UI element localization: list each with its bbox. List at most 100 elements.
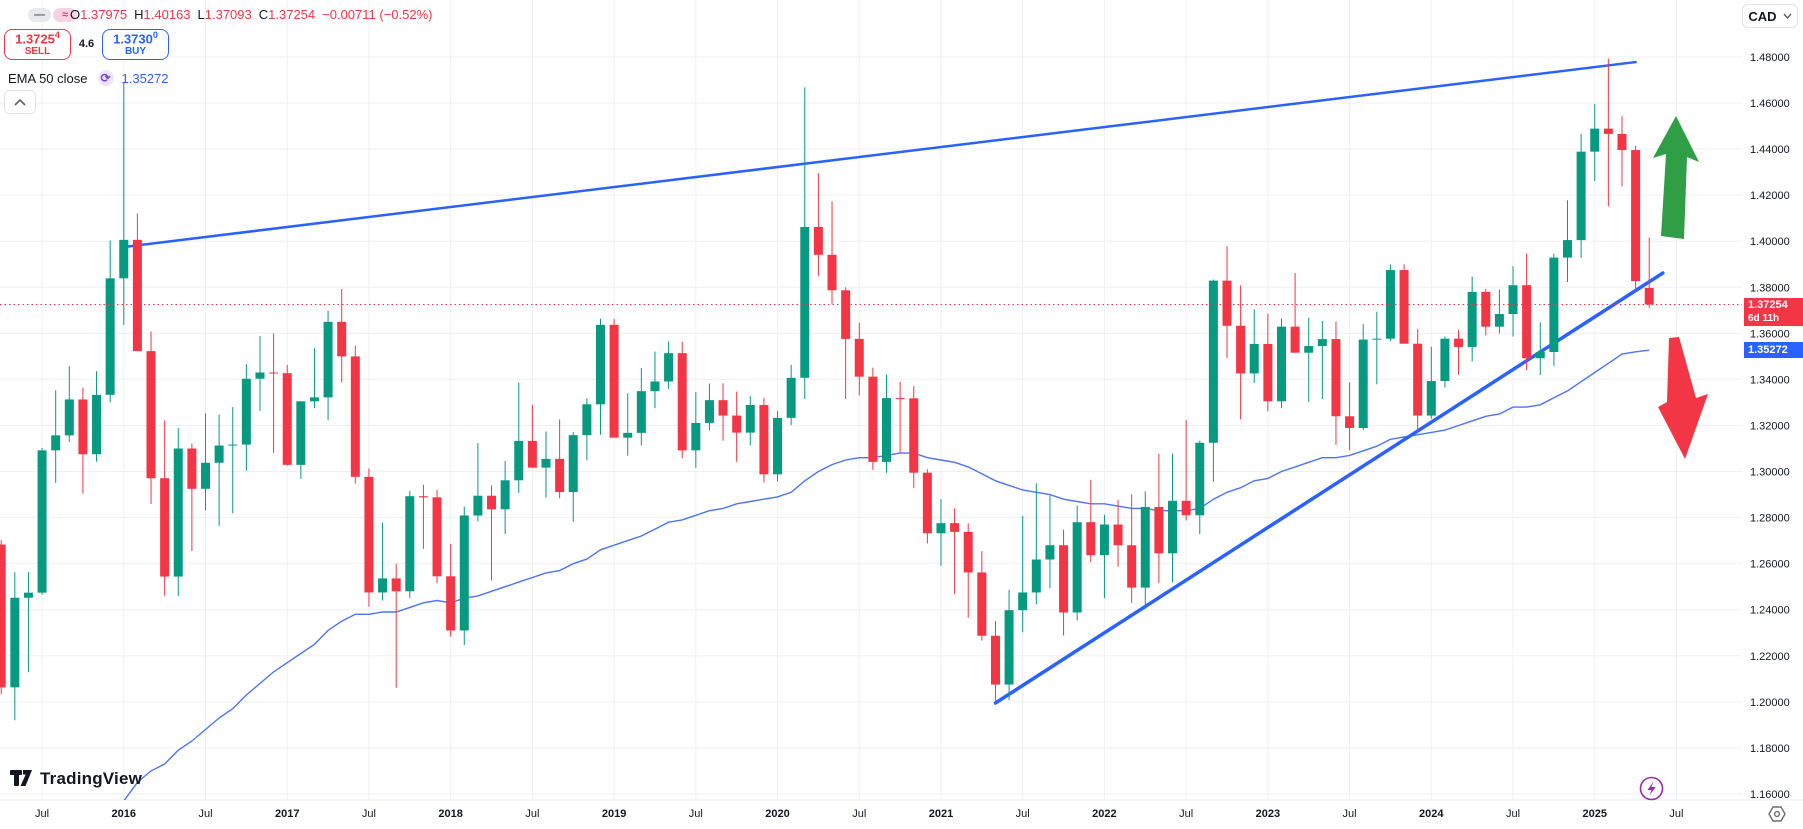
- candle-body: [691, 422, 701, 451]
- time-tick-label: 2023: [1256, 808, 1280, 820]
- refresh-icon[interactable]: ⟳: [97, 70, 114, 86]
- candle: [773, 411, 783, 482]
- candle: [704, 383, 714, 431]
- candle: [1631, 145, 1641, 292]
- candle: [990, 621, 1000, 701]
- candle: [1072, 505, 1082, 621]
- candle: [922, 469, 932, 544]
- candle: [1426, 346, 1436, 419]
- instant-trading-button[interactable]: [1637, 774, 1666, 803]
- candle-body: [541, 458, 551, 468]
- wave-tool-pill[interactable]: ≈: [53, 8, 77, 22]
- currency-selector[interactable]: CAD: [1742, 4, 1798, 28]
- candle: [446, 543, 456, 637]
- candle-body: [1127, 545, 1137, 588]
- candle: [677, 341, 687, 459]
- candle-body: [1086, 522, 1096, 556]
- candle-body: [1304, 346, 1314, 353]
- candle-body: [269, 372, 279, 374]
- open-value: 1.37975: [80, 7, 128, 22]
- candle-body: [391, 578, 401, 592]
- time-tick-label: Jul: [35, 808, 49, 820]
- price-tick-label: 1.44000: [1750, 144, 1790, 156]
- candle: [1290, 273, 1300, 353]
- candle: [1276, 318, 1286, 409]
- minimize-toolbar-pill[interactable]: —: [28, 8, 51, 22]
- candle-body: [568, 435, 578, 493]
- candle-body: [1617, 133, 1627, 151]
- candle-body: [827, 254, 837, 291]
- candle: [1372, 311, 1382, 385]
- candle: [10, 572, 20, 721]
- candle: [691, 392, 701, 468]
- candle-body: [1181, 500, 1191, 516]
- candle-body: [323, 321, 333, 398]
- candle-body: [350, 356, 360, 477]
- time-tick-label: 2016: [112, 808, 136, 820]
- candle: [1127, 494, 1137, 603]
- candle: [827, 201, 837, 304]
- candle: [813, 173, 823, 276]
- candle: [487, 485, 497, 581]
- sell-button[interactable]: 1.37254 SELL: [4, 29, 71, 60]
- candle-body: [1276, 326, 1286, 402]
- candle-body: [1072, 522, 1082, 613]
- candle: [1031, 483, 1041, 605]
- candle-body: [1113, 524, 1123, 546]
- candle-body: [609, 324, 619, 438]
- candle-body: [173, 448, 183, 577]
- candle-body: [1508, 285, 1518, 315]
- candle-body: [650, 381, 660, 392]
- candle: [1317, 320, 1327, 399]
- candle-body: [78, 399, 88, 455]
- candle-body: [1004, 610, 1014, 685]
- up-arrow[interactable]: [1653, 116, 1699, 239]
- trendline-upper-rising-resistance[interactable]: [122, 60, 1637, 249]
- candle-body: [664, 353, 674, 382]
- candle: [1481, 288, 1491, 336]
- trendline-lower-rising-support[interactable]: [993, 271, 1665, 705]
- candle-body: [1045, 545, 1055, 560]
- candle-body: [909, 398, 919, 473]
- price-tick-label: 1.34000: [1750, 374, 1790, 386]
- candle-body: [868, 376, 878, 462]
- candle-body: [1631, 150, 1641, 282]
- candle: [841, 287, 851, 399]
- candle-body: [813, 226, 823, 255]
- candle-body: [1099, 524, 1109, 556]
- candle: [1181, 419, 1191, 521]
- candle: [800, 87, 810, 399]
- candle-body: [241, 378, 251, 445]
- candle: [1494, 289, 1504, 334]
- candle-body: [0, 544, 6, 688]
- down-arrow[interactable]: [1658, 337, 1708, 459]
- sell-price-sup: 4: [54, 30, 60, 41]
- candle: [1508, 266, 1518, 337]
- candle: [664, 341, 674, 390]
- price-scale-settings-button[interactable]: [1766, 803, 1788, 825]
- candle: [201, 413, 210, 511]
- candle: [582, 398, 592, 461]
- candle: [1113, 499, 1123, 567]
- price-tick-label: 1.30000: [1750, 467, 1790, 479]
- tradingview-watermark[interactable]: TradingView: [10, 768, 142, 789]
- candle: [1399, 264, 1409, 344]
- collapse-legend-button[interactable]: [4, 90, 36, 114]
- candle: [1563, 200, 1572, 283]
- candle: [514, 382, 524, 493]
- candle-body: [582, 404, 592, 436]
- candle-body: [1481, 291, 1491, 327]
- candle: [555, 419, 565, 499]
- candle: [364, 468, 374, 607]
- candle-body: [1372, 338, 1382, 340]
- candle-body: [704, 400, 714, 423]
- price-tick-label: 1.42000: [1750, 190, 1790, 202]
- candle: [1140, 491, 1150, 610]
- candle-body: [364, 476, 374, 593]
- candle: [963, 523, 973, 618]
- ema-price-badge: 1.35272: [1744, 342, 1803, 359]
- candle: [1467, 276, 1477, 362]
- buy-button[interactable]: 1.37300 BUY: [102, 29, 169, 60]
